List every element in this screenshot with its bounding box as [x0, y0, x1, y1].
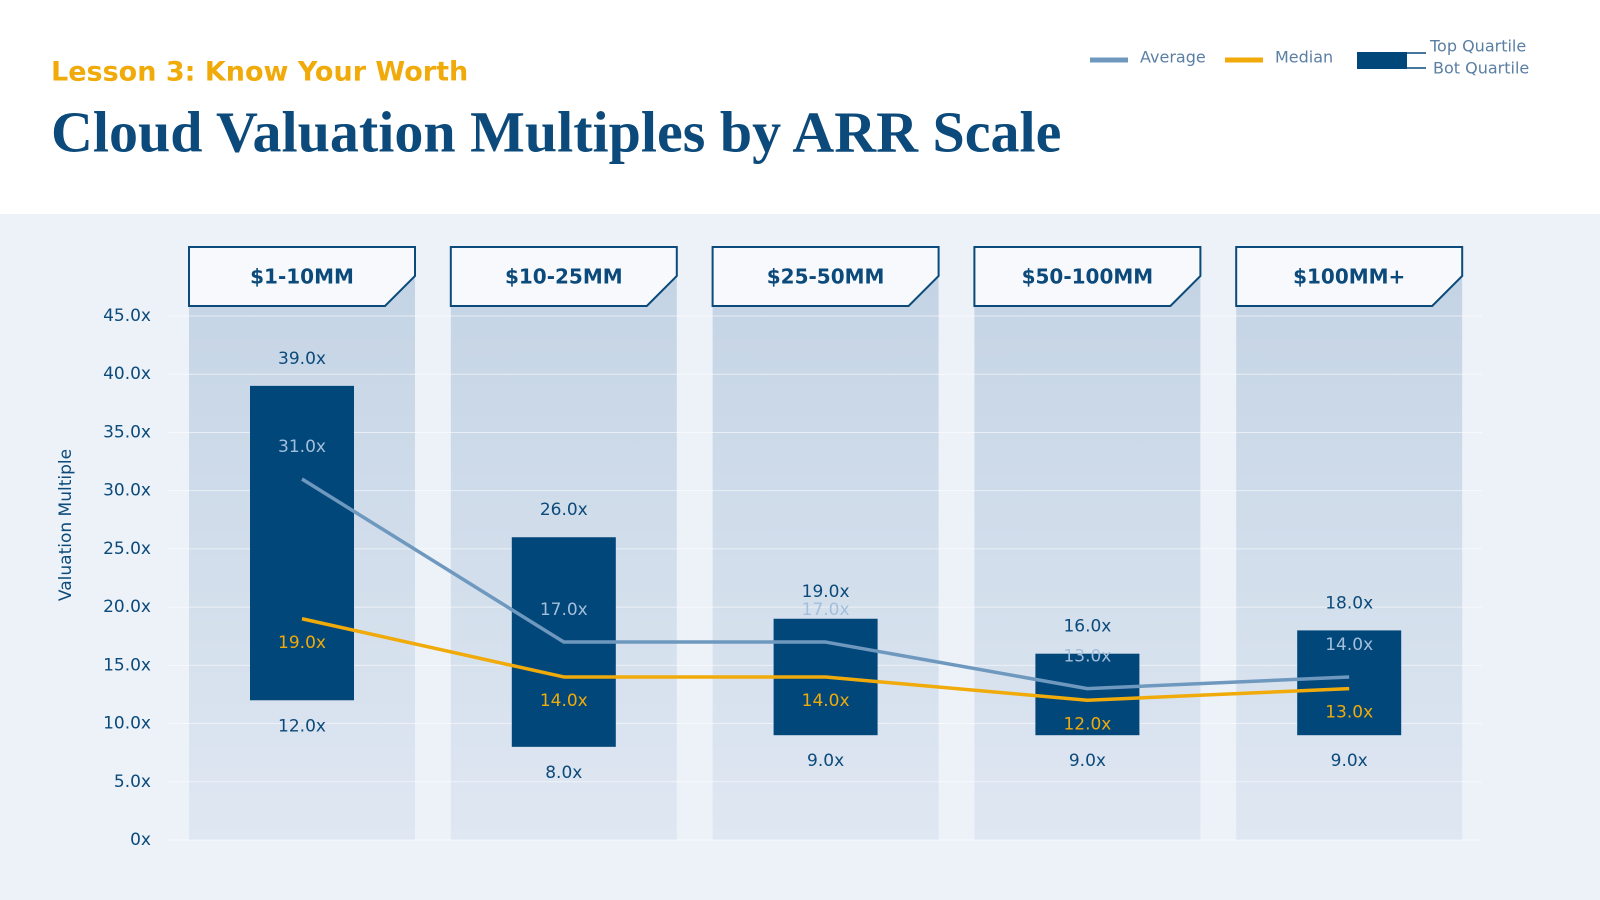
category-label: $50-100MM — [1022, 265, 1154, 289]
bottom-value-label: 8.0x — [545, 763, 582, 783]
range-bar — [1297, 630, 1402, 736]
line-value-label: 19.0x — [278, 633, 326, 653]
chart-title: Cloud Valuation Multiples by ARR Scale — [51, 99, 1061, 164]
line-value-label: 31.0x — [278, 437, 326, 457]
line-value-label: 14.0x — [540, 691, 588, 711]
y-tick-label: 5.0x — [114, 772, 151, 792]
category-label: $1-10MM — [250, 265, 354, 289]
category-label: $100MM+ — [1293, 265, 1405, 289]
y-tick-label: 10.0x — [103, 714, 151, 734]
top-value-label: 39.0x — [278, 349, 326, 369]
range-bar — [250, 385, 354, 701]
legend-label: Average — [1140, 48, 1206, 67]
y-tick-label: 25.0x — [103, 539, 151, 559]
line-series — [301, 617, 1350, 703]
top-value-label: 18.0x — [1325, 593, 1373, 613]
line-value-label: 14.0x — [1325, 635, 1373, 655]
top-value-label: 16.0x — [1063, 617, 1111, 637]
bottom-value-label: 9.0x — [807, 751, 844, 771]
y-tick-label: 0x — [130, 830, 151, 850]
line-value-label: 17.0x — [802, 600, 850, 620]
category-header — [1235, 246, 1464, 307]
legend-swatch-gap — [1407, 55, 1425, 66]
column-panel — [974, 248, 1201, 840]
category-label: $10-25MM — [505, 265, 623, 289]
y-tick-label: 30.0x — [103, 481, 151, 501]
line-value-label: 13.0x — [1063, 647, 1111, 667]
line-value-label: 12.0x — [1063, 714, 1111, 734]
category-header — [711, 246, 940, 307]
y-tick-label: 40.0x — [103, 364, 151, 384]
y-axis-label: Valuation Multiple — [56, 449, 76, 601]
top-value-label: 19.0x — [802, 582, 850, 602]
category-header — [973, 246, 1202, 307]
line-value-label: 14.0x — [802, 691, 850, 711]
legend-swatch — [1357, 52, 1407, 69]
legend-label: Top Quartile — [1429, 37, 1526, 56]
column-panel — [712, 248, 939, 840]
column-panel — [1236, 248, 1463, 840]
header-background — [0, 0, 1600, 214]
category-label: $25-50MM — [767, 265, 885, 289]
chart-subtitle: Lesson 3: Know Your Worth — [51, 57, 468, 88]
marks — [250, 385, 1402, 747]
y-tick-label: 35.0x — [103, 422, 151, 442]
bottom-value-label: 9.0x — [1069, 751, 1106, 771]
y-tick-label: 15.0x — [103, 655, 151, 675]
line-value-label: 17.0x — [540, 600, 588, 620]
line-series — [301, 477, 1350, 691]
y-tick-label: 45.0x — [103, 306, 151, 326]
top-value-label: 26.0x — [540, 500, 588, 520]
legend-label: Bot Quartile — [1433, 59, 1529, 78]
bottom-value-label: 9.0x — [1331, 751, 1368, 771]
category-header — [449, 246, 678, 307]
category-header — [188, 246, 416, 307]
legend-label: Median — [1275, 48, 1333, 67]
y-tick-label: 20.0x — [103, 597, 151, 617]
line-value-label: 13.0x — [1325, 703, 1373, 723]
range-bar — [1035, 653, 1140, 736]
bottom-value-label: 12.0x — [278, 716, 326, 736]
labels: $1-10MM $10-25MM $25-50MM $50-100MM $100MM+ 0… — [103, 265, 1405, 851]
legend: Average Median Top Quartile Bot Quartile — [1090, 37, 1529, 78]
